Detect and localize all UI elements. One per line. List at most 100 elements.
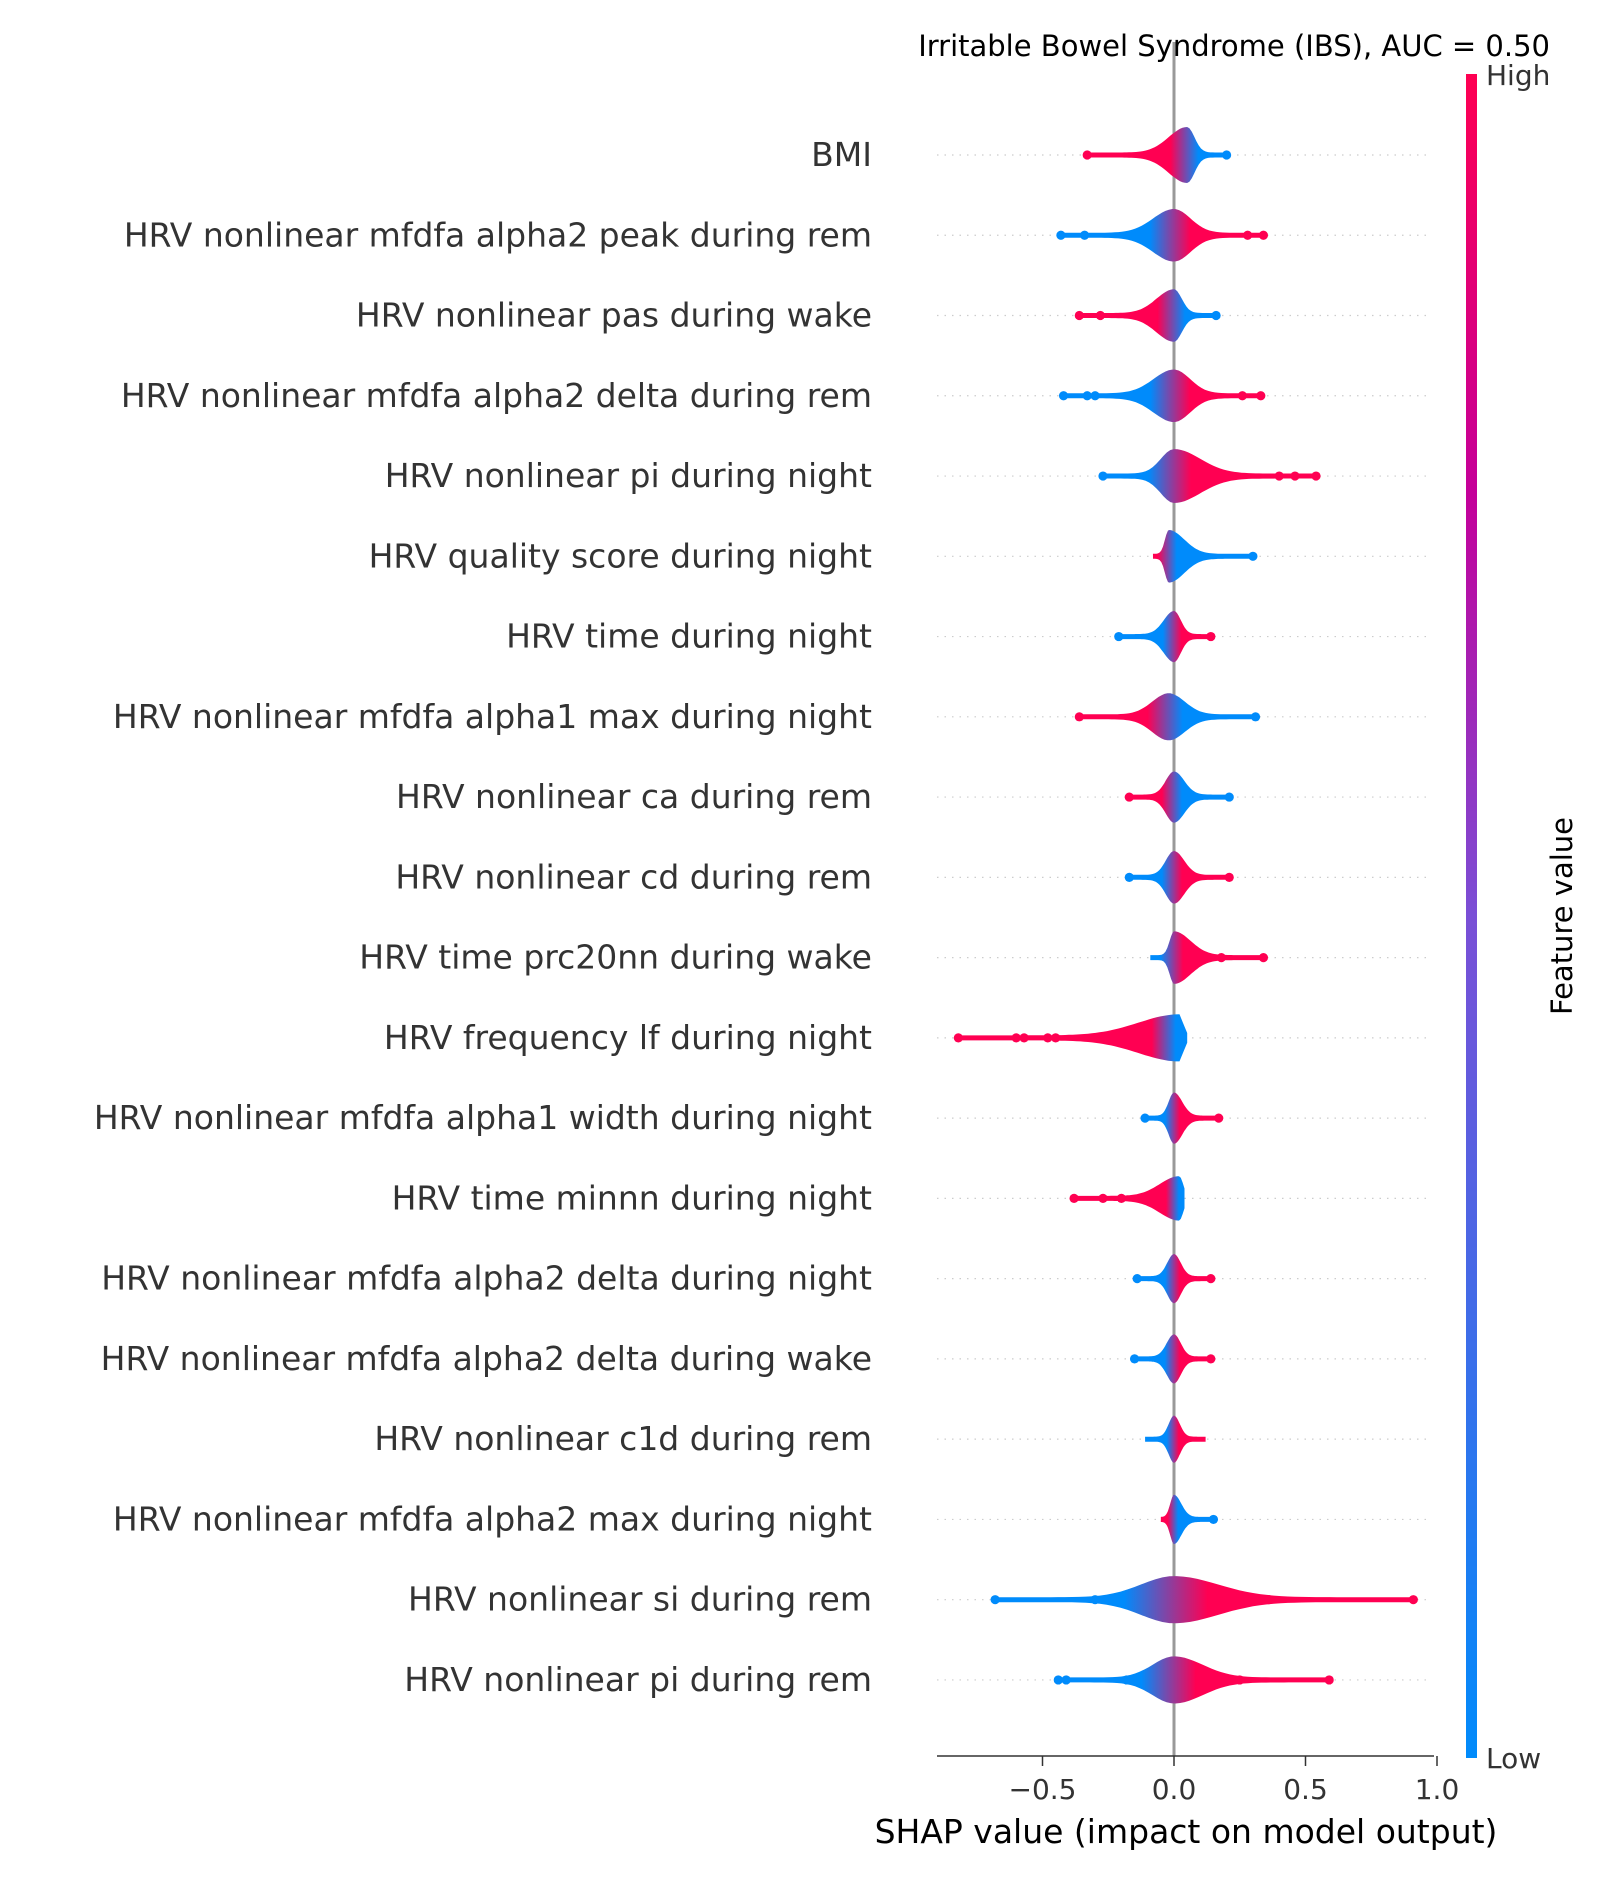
outlier-point bbox=[1264, 1595, 1274, 1605]
outlier-point bbox=[1098, 471, 1108, 481]
feature-label: HRV nonlinear mfdfa alpha2 delta during … bbox=[101, 1339, 872, 1378]
outlier-point bbox=[1250, 712, 1261, 722]
outlier-point bbox=[1132, 1274, 1142, 1284]
feature-label: HRV time minnn during night bbox=[392, 1178, 872, 1217]
feature-label: HRV nonlinear pi during night bbox=[385, 456, 872, 495]
outlier-point bbox=[1053, 1675, 1063, 1685]
x-ticks: −0.5 0.0 0.5 1.0 bbox=[1009, 1756, 1460, 1806]
outlier-point bbox=[1043, 1033, 1053, 1043]
feature-label: HRV frequency lf during night bbox=[384, 1018, 872, 1057]
outlier-point bbox=[1019, 1033, 1029, 1043]
violin-hrv-nonlinear-pi-during-night bbox=[1102, 449, 1316, 503]
x-tick-label: 1.0 bbox=[1415, 1773, 1460, 1806]
outlier-point bbox=[1098, 1193, 1108, 1203]
x-tick-label: 0.5 bbox=[1283, 1773, 1328, 1806]
violin-hrv-quality-score-during-night bbox=[1152, 530, 1253, 583]
violin-hrv-time-prc20nn-during-wake bbox=[1150, 931, 1264, 984]
outlier-point bbox=[1074, 712, 1084, 722]
outlier-point bbox=[1214, 1113, 1224, 1123]
feature-label: HRV nonlinear mfdfa alpha2 peak during r… bbox=[124, 215, 872, 254]
outlier-point bbox=[1114, 631, 1124, 642]
outlier-point bbox=[1237, 391, 1247, 401]
feature-label: HRV time during night bbox=[506, 617, 872, 656]
violin-hrv-nonlinear-pas-during-wake bbox=[1079, 289, 1217, 342]
violin-hrv-nonlinear-mfdfa-alpha1-max-during-night bbox=[1079, 693, 1256, 741]
outlier-point bbox=[1240, 1595, 1250, 1605]
outlier-point bbox=[1274, 471, 1284, 481]
outlier-point bbox=[1258, 953, 1269, 963]
outlier-point bbox=[1129, 1354, 1140, 1364]
outlier-point bbox=[1222, 150, 1232, 160]
outlier-point bbox=[953, 1033, 963, 1043]
outlier-point bbox=[1208, 1514, 1219, 1525]
x-tick-label: −0.5 bbox=[1009, 1773, 1077, 1806]
chart-title: Irritable Bowel Syndrome (IBS), AUC = 0.… bbox=[918, 29, 1550, 63]
outlier-point bbox=[1258, 230, 1269, 240]
outlier-point bbox=[1079, 230, 1090, 240]
violin-hrv-nonlinear-mfdfa-alpha2-delta-during-wake bbox=[1134, 1334, 1211, 1384]
feature-label: HRV nonlinear mfdfa alpha2 max during ni… bbox=[113, 1499, 872, 1538]
outlier-point bbox=[1222, 1595, 1232, 1605]
feature-label: HRV nonlinear ca during rem bbox=[396, 777, 872, 816]
colorbar bbox=[1466, 74, 1477, 1758]
violin-bmi bbox=[1087, 127, 1227, 183]
feature-label: HRV nonlinear mfdfa alpha2 delta during … bbox=[121, 376, 872, 415]
feature-label: HRV quality score during night bbox=[369, 536, 872, 575]
x-tick-label: 0.0 bbox=[1152, 1773, 1197, 1806]
outlier-point bbox=[1090, 1595, 1100, 1605]
violin-hrv-nonlinear-ca-during-rem bbox=[1129, 771, 1230, 823]
outlier-point bbox=[1051, 1033, 1061, 1043]
outlier-point bbox=[1211, 310, 1221, 321]
outlier-point bbox=[1122, 1675, 1132, 1685]
violin-hrv-nonlinear-c1d-during-rem bbox=[1145, 1415, 1206, 1463]
outlier-point bbox=[1248, 551, 1258, 561]
outlier-point bbox=[1082, 391, 1092, 401]
violin-hrv-nonlinear-cd-during-rem bbox=[1129, 851, 1230, 904]
outlier-point bbox=[1061, 1675, 1071, 1685]
colorbar-high-label: High bbox=[1486, 59, 1550, 92]
outlier-point bbox=[1074, 310, 1084, 321]
outlier-point bbox=[1290, 471, 1300, 481]
outlier-point bbox=[1058, 391, 1069, 401]
feature-label: HRV time prc20nn during wake bbox=[359, 938, 872, 977]
outlier-point bbox=[1124, 792, 1134, 802]
feature-label: HRV nonlinear c1d during rem bbox=[374, 1419, 872, 1458]
outlier-point bbox=[1011, 1033, 1021, 1043]
outlier-point bbox=[1224, 792, 1234, 802]
feature-label: HRV nonlinear mfdfa alpha2 delta during … bbox=[101, 1259, 872, 1298]
feature-label: HRV nonlinear mfdfa alpha1 width during … bbox=[94, 1098, 872, 1137]
violin-hrv-nonlinear-si-during-rem bbox=[995, 1576, 1414, 1624]
outlier-point bbox=[1206, 1274, 1216, 1284]
outlier-point bbox=[1256, 391, 1266, 401]
outlier-point bbox=[1324, 1675, 1334, 1685]
violin-hrv-nonlinear-mfdfa-alpha2-max-during-night bbox=[1160, 1494, 1214, 1544]
outlier-point bbox=[1082, 150, 1092, 160]
feature-label: BMI bbox=[811, 135, 872, 174]
violin-hrv-nonlinear-pi-during-rem bbox=[1058, 1656, 1330, 1704]
outlier-point bbox=[1408, 1595, 1418, 1605]
x-axis-label: SHAP value (impact on model output) bbox=[875, 1812, 1498, 1851]
violin-hrv-nonlinear-mfdfa-alpha1-width-during-night bbox=[1145, 1092, 1219, 1144]
outlier-point bbox=[1140, 1113, 1150, 1123]
outlier-point bbox=[990, 1595, 1000, 1605]
outlier-point bbox=[1311, 471, 1321, 481]
feature-labels: BMI HRV nonlinear mfdfa alpha2 peak durin… bbox=[94, 135, 872, 1699]
violin-hrv-nonlinear-mfdfa-alpha2-peak-during-rem bbox=[1060, 209, 1264, 262]
outlier-point bbox=[1206, 1354, 1216, 1364]
outlier-point bbox=[1243, 230, 1253, 240]
feature-label: HRV nonlinear pi during rem bbox=[404, 1660, 872, 1699]
outlier-point bbox=[1116, 1193, 1126, 1203]
violins bbox=[953, 127, 1418, 1704]
feature-label: HRV nonlinear mfdfa alpha1 max during ni… bbox=[113, 697, 872, 736]
colorbar-low-label: Low bbox=[1486, 1742, 1541, 1775]
feature-label: HRV nonlinear pas during wake bbox=[356, 296, 872, 335]
colorbar-title: Feature value bbox=[1545, 817, 1579, 1015]
violin-hrv-frequency-lf-during-night bbox=[958, 1014, 1188, 1062]
feature-label: HRV nonlinear si during rem bbox=[408, 1580, 872, 1619]
violin-hrv-time-during-night bbox=[1118, 610, 1211, 663]
outlier-point bbox=[1216, 953, 1226, 963]
violin-hrv-time-minnn-during-night bbox=[1074, 1176, 1185, 1221]
outlier-point bbox=[1069, 1193, 1079, 1203]
outlier-point bbox=[1206, 631, 1216, 642]
